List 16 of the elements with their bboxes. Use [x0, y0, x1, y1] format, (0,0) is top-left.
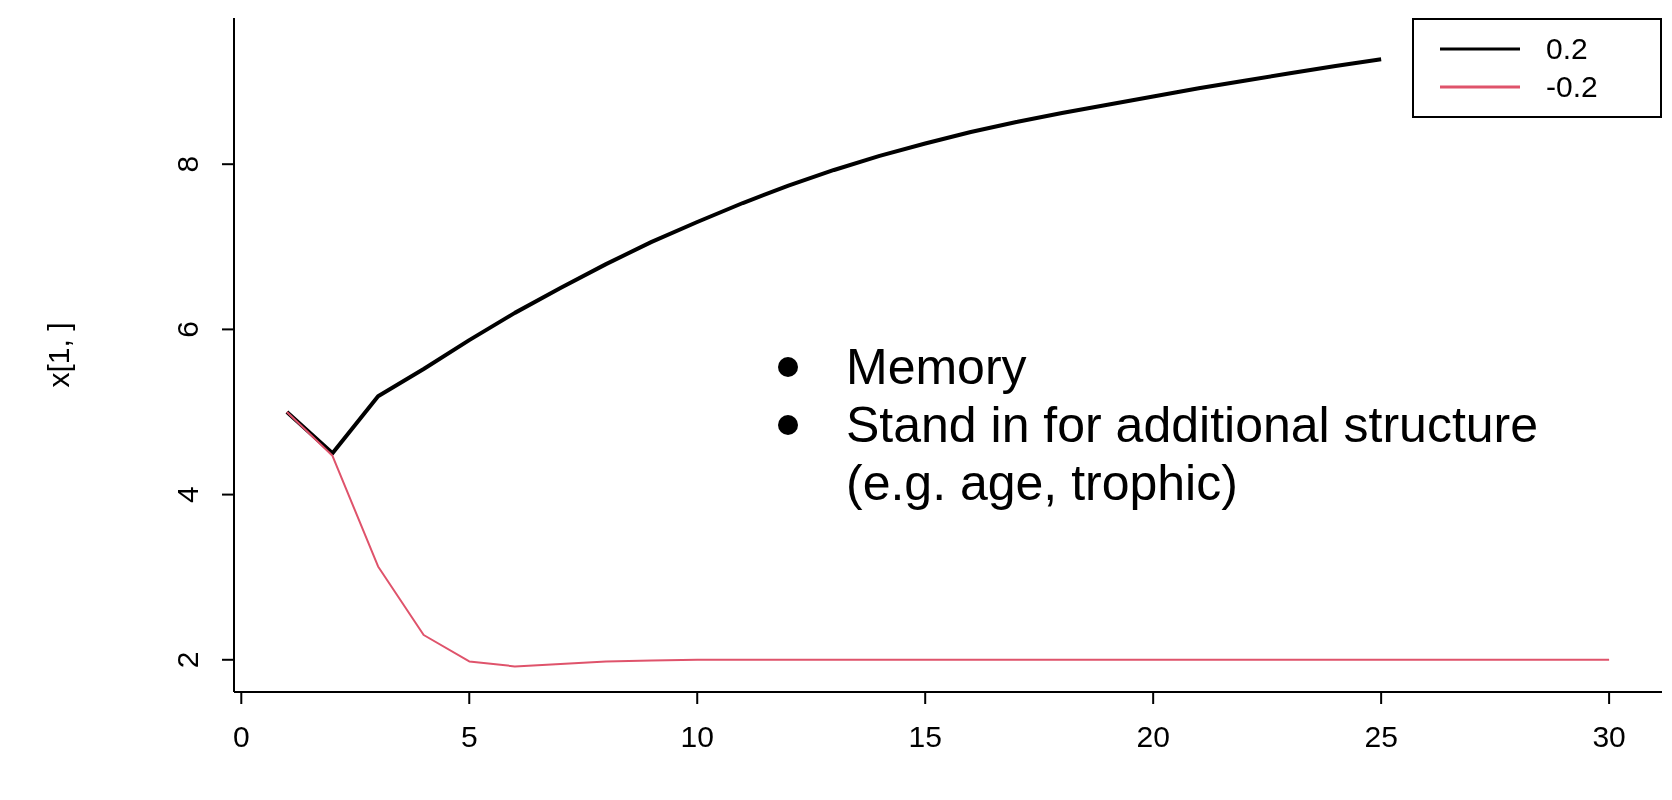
y-tick-label: 8	[171, 155, 204, 173]
y-tick-label: 4	[171, 486, 204, 503]
y-tick-label: 6	[171, 321, 204, 338]
annotation: Stand in for additional structure (e.g. age, trophic)	[846, 396, 1540, 512]
x-tick-label: 5	[460, 720, 478, 754]
legend-label: -0.2	[1546, 69, 1598, 105]
annotation: Memory	[846, 338, 1028, 396]
x-tick-label: 10	[680, 720, 714, 754]
x-tick-label: 30	[1592, 720, 1626, 754]
x-tick-label: 25	[1364, 720, 1398, 754]
x-tick-label: 0	[232, 720, 250, 754]
x-tick-label: 15	[908, 720, 942, 754]
y-axis-title: x[1, ]	[41, 322, 75, 388]
legend-label: 0.2	[1546, 31, 1588, 67]
y-tick-label: 2	[171, 651, 204, 669]
x-tick-label: 20	[1136, 720, 1170, 754]
